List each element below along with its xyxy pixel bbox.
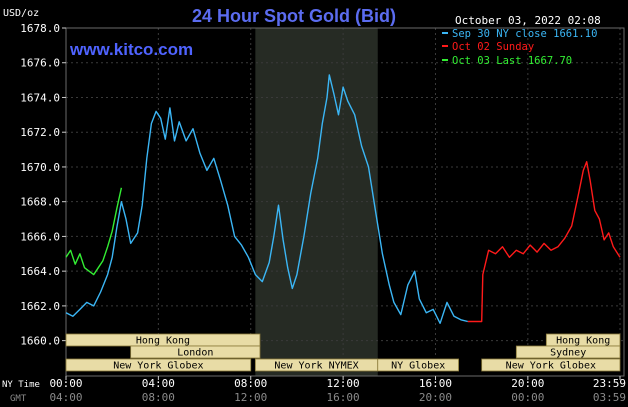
y-tick-label: 1664.0 [20, 265, 60, 278]
y-tick-label: 1672.0 [20, 126, 60, 139]
x-tick-label-gmt: 03:59 [593, 391, 626, 404]
price-series [65, 74, 621, 324]
legend-label-sep30: Sep 30 NY close 1661.10 [452, 28, 597, 40]
y-tick-label: 1676.0 [20, 57, 60, 70]
x-tick-label-ny: 23:59 [593, 377, 626, 390]
legend-item-sep30: Sep 30 NY close 1661.10 [442, 28, 597, 40]
unit-label: USD/oz [3, 8, 39, 19]
session-label: NY Globex [391, 361, 445, 372]
x-tick-label-ny: 04:00 [142, 377, 175, 390]
ny-time-label: NY Time [2, 380, 40, 390]
x-tick-label-gmt: 20:00 [419, 391, 452, 404]
kitco-brand: www.kitco.com [69, 40, 193, 59]
gmt-label: GMT [10, 394, 27, 404]
session-bar [481, 358, 621, 372]
y-tick-label: 1678.0 [20, 22, 60, 35]
x-tick-label-ny: 08:00 [234, 377, 267, 390]
chart-title: 24 Hour Spot Gold (Bid) [192, 6, 396, 26]
legend-label-oct03: Oct 03 Last 1667.70 [452, 55, 572, 67]
x-tick-label-gmt: 00:00 [511, 391, 544, 404]
x-tick-label-gmt: 12:00 [234, 391, 267, 404]
x-tick-label-ny: 12:00 [327, 377, 360, 390]
session-label: New York Globex [113, 361, 203, 372]
y-tick-label: 1662.0 [20, 300, 60, 313]
series-line-2 [65, 187, 123, 276]
session-bar [65, 358, 252, 372]
y-tick-label: 1670.0 [20, 161, 60, 174]
session-bar [377, 358, 459, 372]
series-line-0 [65, 74, 468, 324]
series-line-1 [467, 161, 621, 323]
session-label: London [177, 348, 213, 359]
x-tick-label-ny: 16:00 [419, 377, 452, 390]
legend-item-oct03: Oct 03 Last 1667.70 [442, 55, 572, 67]
legend-label-oct02: Oct 02 Sunday [452, 41, 534, 53]
x-axis-ticks: 00:0004:0004:0008:0008:0012:0012:0016:00… [49, 376, 626, 404]
y-axis-ticks: 1678.0 1676.0 1674.0 1672.0 1670.0 1668.0 1666… [20, 22, 66, 348]
date-stamp: October 03, 2022 02:08 [455, 14, 601, 27]
session-label: Hong Kong [556, 336, 610, 347]
session-label: New York NYMEX [274, 361, 358, 372]
x-tick-label-gmt: 08:00 [142, 391, 175, 404]
y-tick-label: 1666.0 [20, 230, 60, 243]
legend: Sep 30 NY close 1661.10 Oct 02 Sunday Oc… [442, 28, 597, 67]
session-label: Hong Kong [136, 336, 190, 347]
session-label: Sydney [550, 348, 586, 359]
session-label: New York Globex [506, 361, 596, 372]
x-tick-label-gmt: 04:00 [49, 391, 82, 404]
session-bar [130, 345, 261, 359]
x-tick-label-gmt: 16:00 [327, 391, 360, 404]
y-tick-label: 1674.0 [20, 91, 60, 104]
session-bar [515, 345, 621, 359]
x-tick-label-ny: 00:00 [49, 377, 82, 390]
y-tick-label: 1660.0 [20, 335, 60, 348]
y-tick-label: 1668.0 [20, 196, 60, 209]
legend-item-oct02: Oct 02 Sunday [442, 41, 534, 53]
x-tick-label-ny: 20:00 [511, 377, 544, 390]
